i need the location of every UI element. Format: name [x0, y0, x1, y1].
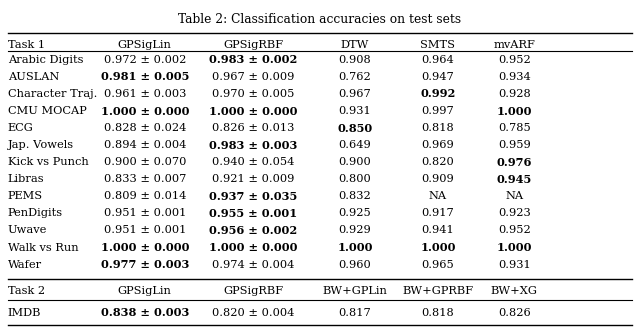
Text: GPSigRBF: GPSigRBF: [223, 40, 283, 50]
Text: 0.955 ± 0.001: 0.955 ± 0.001: [209, 208, 297, 219]
Text: 0.928: 0.928: [498, 89, 531, 99]
Text: 1.000 ± 0.000: 1.000 ± 0.000: [100, 242, 189, 253]
Text: 0.909: 0.909: [422, 174, 454, 184]
Text: 0.785: 0.785: [498, 123, 531, 133]
Text: 1.000: 1.000: [497, 106, 532, 117]
Text: Task 2: Task 2: [8, 286, 45, 296]
Text: 0.969: 0.969: [422, 140, 454, 150]
Text: 0.850: 0.850: [337, 122, 372, 134]
Text: 0.937 ± 0.035: 0.937 ± 0.035: [209, 191, 297, 202]
Text: 0.972 ± 0.002: 0.972 ± 0.002: [104, 55, 186, 65]
Text: 0.908: 0.908: [339, 55, 371, 65]
Text: GPSigLin: GPSigLin: [118, 40, 172, 50]
Text: SMTS: SMTS: [420, 40, 456, 50]
Text: 0.945: 0.945: [497, 174, 532, 185]
Text: 0.970 ± 0.005: 0.970 ± 0.005: [212, 89, 294, 99]
Text: 0.818: 0.818: [422, 307, 454, 317]
Text: PEMS: PEMS: [8, 191, 43, 201]
Text: 0.820: 0.820: [422, 157, 454, 167]
Text: PenDigits: PenDigits: [8, 209, 63, 218]
Text: 0.826 ± 0.013: 0.826 ± 0.013: [212, 123, 294, 133]
Text: 0.997: 0.997: [422, 106, 454, 116]
Text: 1.000 ± 0.000: 1.000 ± 0.000: [209, 106, 298, 117]
Text: 0.947: 0.947: [422, 72, 454, 82]
Text: 0.921 ± 0.009: 0.921 ± 0.009: [212, 174, 294, 184]
Text: 0.934: 0.934: [498, 72, 531, 82]
Text: 0.940 ± 0.054: 0.940 ± 0.054: [212, 157, 294, 167]
Text: 0.983 ± 0.003: 0.983 ± 0.003: [209, 140, 297, 151]
Text: 1.000 ± 0.000: 1.000 ± 0.000: [209, 242, 298, 253]
Text: Jap. Vowels: Jap. Vowels: [8, 140, 74, 150]
Text: NA: NA: [429, 191, 447, 201]
Text: 0.952: 0.952: [498, 55, 531, 65]
Text: Character Traj.: Character Traj.: [8, 89, 97, 99]
Text: 0.977 ± 0.003: 0.977 ± 0.003: [100, 259, 189, 270]
Text: 0.974 ± 0.004: 0.974 ± 0.004: [212, 260, 294, 270]
Text: 0.800: 0.800: [339, 174, 371, 184]
Text: 0.929: 0.929: [339, 225, 371, 235]
Text: 0.818: 0.818: [422, 123, 454, 133]
Text: CMU MOCAP: CMU MOCAP: [8, 106, 86, 116]
Text: 0.952: 0.952: [498, 225, 531, 235]
Text: 1.000: 1.000: [497, 242, 532, 253]
Text: 0.992: 0.992: [420, 88, 456, 99]
Text: Uwave: Uwave: [8, 225, 47, 235]
Text: 0.809 ± 0.014: 0.809 ± 0.014: [104, 191, 186, 201]
Text: 0.649: 0.649: [339, 140, 371, 150]
Text: 0.817: 0.817: [339, 307, 371, 317]
Text: 0.976: 0.976: [497, 157, 532, 168]
Text: 0.900 ± 0.070: 0.900 ± 0.070: [104, 157, 186, 167]
Text: 0.964: 0.964: [422, 55, 454, 65]
Text: Walk vs Run: Walk vs Run: [8, 243, 78, 253]
Text: 0.894 ± 0.004: 0.894 ± 0.004: [104, 140, 186, 150]
Text: Kick vs Punch: Kick vs Punch: [8, 157, 88, 167]
Text: 0.960: 0.960: [339, 260, 371, 270]
Text: 0.762: 0.762: [339, 72, 371, 82]
Text: 0.931: 0.931: [339, 106, 371, 116]
Text: 1.000: 1.000: [337, 242, 372, 253]
Text: AUSLAN: AUSLAN: [8, 72, 59, 82]
Text: 1.000 ± 0.000: 1.000 ± 0.000: [100, 106, 189, 117]
Text: 0.983 ± 0.002: 0.983 ± 0.002: [209, 54, 297, 65]
Text: Arabic Digits: Arabic Digits: [8, 55, 83, 65]
Text: GPSigRBF: GPSigRBF: [223, 286, 283, 296]
Text: 0.828 ± 0.024: 0.828 ± 0.024: [104, 123, 186, 133]
Text: 0.981 ± 0.005: 0.981 ± 0.005: [100, 71, 189, 82]
Text: Table 2: Classification accuracies on test sets: Table 2: Classification accuracies on te…: [179, 13, 461, 26]
Text: BW+XG: BW+XG: [491, 286, 538, 296]
Text: 0.925: 0.925: [339, 209, 371, 218]
Text: BW+GPRBF: BW+GPRBF: [403, 286, 474, 296]
Text: 0.956 ± 0.002: 0.956 ± 0.002: [209, 225, 297, 236]
Text: mvARF: mvARF: [493, 40, 535, 50]
Text: IMDB: IMDB: [8, 307, 41, 317]
Text: GPSigLin: GPSigLin: [118, 286, 172, 296]
Text: 0.961 ± 0.003: 0.961 ± 0.003: [104, 89, 186, 99]
Text: 0.923: 0.923: [498, 209, 531, 218]
Text: 0.951 ± 0.001: 0.951 ± 0.001: [104, 225, 186, 235]
Text: ECG: ECG: [8, 123, 34, 133]
Text: 0.951 ± 0.001: 0.951 ± 0.001: [104, 209, 186, 218]
Text: 0.820 ± 0.004: 0.820 ± 0.004: [212, 307, 294, 317]
Text: DTW: DTW: [341, 40, 369, 50]
Text: 0.832: 0.832: [339, 191, 371, 201]
Text: 0.917: 0.917: [422, 209, 454, 218]
Text: 0.833 ± 0.007: 0.833 ± 0.007: [104, 174, 186, 184]
Text: 0.826: 0.826: [498, 307, 531, 317]
Text: Libras: Libras: [8, 174, 44, 184]
Text: 1.000: 1.000: [420, 242, 456, 253]
Text: Task 1: Task 1: [8, 40, 45, 50]
Text: BW+GPLin: BW+GPLin: [323, 286, 387, 296]
Text: 0.967 ± 0.009: 0.967 ± 0.009: [212, 72, 294, 82]
Text: NA: NA: [506, 191, 524, 201]
Text: 0.900: 0.900: [339, 157, 371, 167]
Text: 0.967: 0.967: [339, 89, 371, 99]
Text: Wafer: Wafer: [8, 260, 42, 270]
Text: 0.959: 0.959: [498, 140, 531, 150]
Text: 0.941: 0.941: [422, 225, 454, 235]
Text: 0.838 ± 0.003: 0.838 ± 0.003: [100, 307, 189, 318]
Text: 0.965: 0.965: [422, 260, 454, 270]
Text: 0.931: 0.931: [498, 260, 531, 270]
